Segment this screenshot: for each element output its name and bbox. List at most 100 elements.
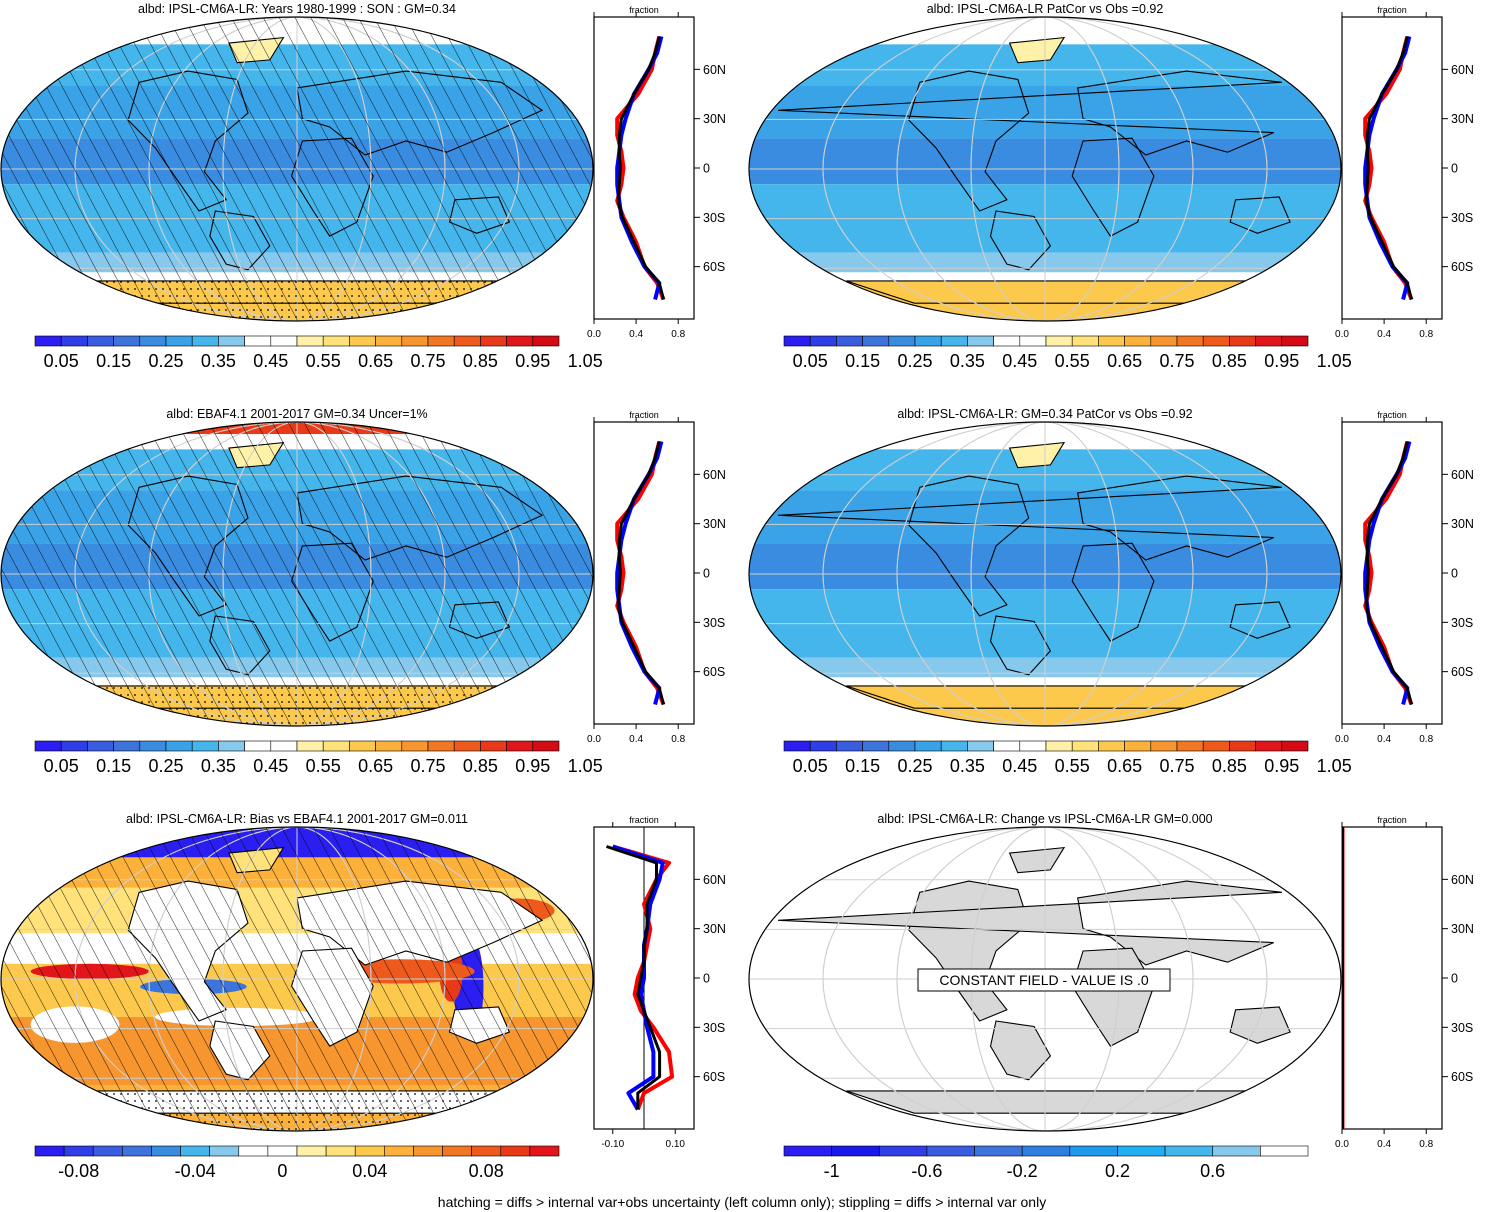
colorbar-swatch (92, 1145, 123, 1157)
colorbar-tick-label: -0.08 (58, 1161, 99, 1181)
profile-x-tick-label: 0.0 (1335, 1139, 1349, 1150)
colorbar-swatch (209, 1145, 240, 1157)
panel-title-6: albd: IPSL-CM6A-LR: Change vs IPSL-CM6A-… (877, 812, 1212, 826)
lat-tick-label: 60S (703, 260, 725, 274)
colorbar-tick-label: 1.05 (1317, 351, 1352, 371)
lat-tick-label: 30S (1451, 616, 1473, 630)
colorbar-swatch (296, 335, 324, 347)
colorbar-swatch (34, 335, 62, 347)
colorbar-swatch (244, 335, 272, 347)
colorbar-tick-label: -0.6 (911, 1161, 942, 1181)
colorbar-swatch (191, 335, 219, 347)
colorbar-tick-label: 0.08 (469, 1161, 504, 1181)
colorbar-tick-label: 0.85 (1212, 756, 1247, 776)
colorbar-swatch (1150, 740, 1178, 752)
colorbar-tick-label: 0.75 (410, 756, 445, 776)
colorbar-swatch (831, 1145, 880, 1157)
lat-tick-label: 0 (1451, 162, 1458, 176)
colorbar-swatch (34, 740, 62, 752)
map-panel-3 (0, 421, 594, 727)
profile-top-label: fraction (629, 410, 659, 420)
colorbar-swatch (500, 1145, 531, 1157)
colorbar-swatch (34, 1145, 65, 1157)
profile-line-mean (1364, 36, 1413, 300)
lat-tick-label: 60S (1451, 260, 1473, 274)
colorbar-tick-label: 0.6 (1200, 1161, 1225, 1181)
colorbar-swatch (783, 740, 811, 752)
colorbar-swatch (926, 1145, 975, 1157)
profile-frame (1341, 421, 1443, 725)
colorbar-tick-label: 0.75 (1159, 756, 1194, 776)
colorbar-tick-label: 0.85 (463, 351, 498, 371)
colorbar-swatch (401, 335, 429, 347)
profile-line-mean (606, 845, 662, 1110)
map-panel-5 (0, 826, 594, 1132)
continent-outline (1008, 441, 1066, 469)
colorbar-swatch (375, 740, 403, 752)
profile-x-tick-label: 0.8 (1419, 329, 1433, 340)
footer-note: hatching = diffs > internal var+obs unce… (438, 1194, 1046, 1210)
lat-tick-label: 60S (1451, 1070, 1473, 1084)
colorbar-swatch (296, 740, 324, 752)
maps-layer (0, 16, 1342, 1132)
colorbar-tick-label: 0.25 (897, 756, 932, 776)
profile-x-tick-label: 0.8 (1419, 734, 1433, 745)
colorbar-tick-label: 0.85 (463, 756, 498, 776)
colorbar-swatch (809, 335, 837, 347)
colorbar-swatch (165, 740, 193, 752)
colorbar-tick-label: 0.2 (1105, 1161, 1130, 1181)
colorbar-swatch (1281, 335, 1309, 347)
colorbar-swatch (270, 335, 298, 347)
continent-outline (778, 70, 1282, 156)
colorbar-swatch (354, 1145, 385, 1157)
colorbar-swatch (122, 1145, 152, 1157)
continent-outline (908, 70, 1030, 212)
continent-outline (1008, 36, 1066, 64)
panel-title-5: albd: IPSL-CM6A-LR: Bias vs EBAF4.1 2001… (126, 812, 468, 826)
colorbar-swatch (325, 1145, 356, 1157)
map-panel-1 (0, 16, 594, 322)
colorbar-swatch (1164, 1145, 1214, 1157)
colorbar-swatch (783, 335, 811, 347)
colorbar-tick-label: 0.65 (1107, 351, 1142, 371)
profile-x-tick-label: 0.4 (629, 734, 643, 745)
map-panel-4 (748, 421, 1342, 727)
colorbar-tick-label: 0.35 (950, 351, 985, 371)
colorbar-swatch (113, 335, 141, 347)
lat-tick-label: 60S (703, 1070, 725, 1084)
colorbar-swatch (113, 740, 141, 752)
colorbar-swatch (506, 740, 534, 752)
profile-x-tick-label: 0.8 (671, 734, 685, 745)
colorbar-swatch (1281, 740, 1309, 752)
colorbar-swatch (862, 335, 890, 347)
profile-x-tick-label: 0.8 (1419, 1139, 1433, 1150)
colorbar-swatch (427, 335, 455, 347)
lat-tick-label: 0 (703, 972, 710, 986)
colorbar-tick-label: 0.15 (845, 351, 880, 371)
colorbar-swatch (63, 1145, 94, 1157)
colorbar-swatch (1202, 740, 1230, 752)
colorbar-swatch (1019, 740, 1047, 752)
colorbar-tick-label: 0.55 (1055, 351, 1090, 371)
colorbar-swatch (60, 335, 88, 347)
colorbar-swatch (1021, 1145, 1071, 1157)
colorbar-swatch (322, 335, 350, 347)
continent-outline (1071, 542, 1155, 642)
lat-tick-label: 30N (703, 112, 726, 126)
colorbar-swatch (1229, 335, 1256, 347)
colorbar-swatch (349, 740, 376, 752)
colorbar-swatch (244, 740, 272, 752)
colorbar-tick-label: 0.25 (897, 351, 932, 371)
colorbar-tick-label: 0.55 (1055, 756, 1090, 776)
colorbar-swatch (218, 335, 245, 347)
colorbar-swatch (1255, 335, 1283, 347)
colorbar-6: -1 -0.6 -0.2 0.2 0.6 (783, 1145, 1309, 1181)
profile-x-tick-label: 0.0 (1335, 734, 1349, 745)
lat-tick-label: 60N (1451, 63, 1474, 77)
colorbar-swatch (1117, 1145, 1166, 1157)
profiles-layer: fraction 60N 30N 0 30S 60S 0.0 0.4 0.8 fraction 60… (587, 5, 1474, 1150)
map-border (748, 826, 1342, 1132)
lat-tick-label: 30S (703, 1021, 725, 1035)
lat-tick-label: 30S (1451, 1021, 1473, 1035)
colorbar-2: 0.05 0.15 0.25 0.35 0.45 0.55 0.65 0.75 0.85 0.95… (783, 335, 1352, 371)
